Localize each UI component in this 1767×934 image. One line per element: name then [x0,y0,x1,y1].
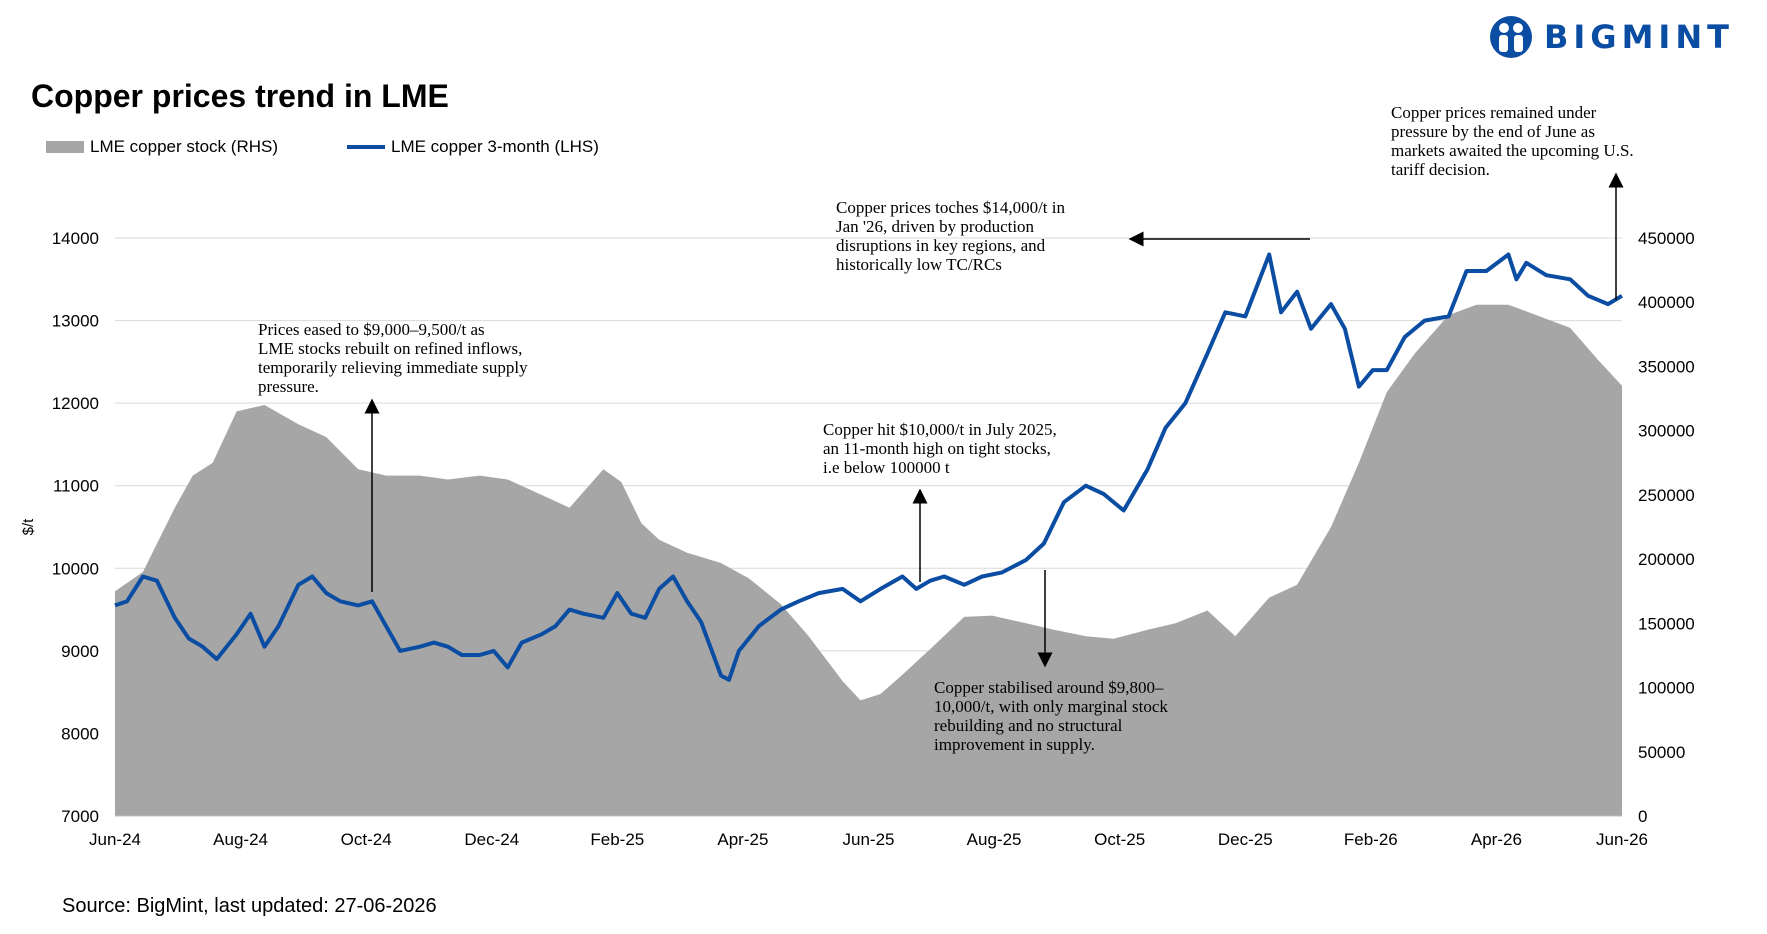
legend-label-price: LME copper 3-month (LHS) [391,137,599,156]
x-tick-label: Dec-25 [1218,830,1273,849]
annotation-july25-high: Copper hit $10,000/t in July 2025, an 11-… [823,420,1057,477]
annotation-eased-prices: Prices eased to $9,000–9,500/t as LME sto… [258,320,528,396]
y-left-tick-label: 9000 [61,642,99,661]
y-right-tick-label: 100000 [1638,679,1695,698]
x-tick-label: Dec-24 [464,830,519,849]
legend-label-stock: LME copper stock (RHS) [90,137,278,156]
x-tick-label: Jun-24 [89,830,141,849]
bigmint-logo-icon [1490,16,1532,58]
y-left-tick-label: 10000 [52,559,99,578]
y-right-tick-label: 350000 [1638,357,1695,376]
x-tick-label: Apr-26 [1471,830,1522,849]
x-tick-label: Oct-24 [341,830,392,849]
y-right-tick-label: 250000 [1638,486,1695,505]
x-tick-label: Apr-25 [717,830,768,849]
annotation-stabilised: Copper stabilised around $9,800– 10,000/t… [934,678,1168,754]
y-left-tick-label: 8000 [61,724,99,743]
y-right-tick-label: 50000 [1638,743,1685,762]
bigmint-logo: BIGMINT [1488,14,1734,60]
x-tick-label: Jun-26 [1596,830,1648,849]
y-left-tick-label: 12000 [52,394,99,413]
x-tick-label: Feb-25 [590,830,644,849]
x-tick-label: Aug-24 [213,830,268,849]
legend-swatch-price [347,145,385,149]
stock-area-series [115,304,1622,816]
source-note: Source: BigMint, last updated: 27-06-202… [62,895,437,917]
y-right-tick-label: 450000 [1638,229,1695,248]
legend-swatch-stock [46,141,84,153]
y-left-tick-label: 14000 [52,229,99,248]
x-tick-label: Oct-25 [1094,830,1145,849]
y-left-tick-label: 13000 [52,312,99,331]
y-right-tick-label: 400000 [1638,293,1695,312]
y-right-tick-label: 150000 [1638,614,1695,633]
price-line-series [114,252,1624,682]
x-tick-label: Feb-26 [1344,830,1398,849]
annotation-jan26-peak: Copper prices toches $14,000/t in Jan '26… [836,198,1065,274]
chart-title: Copper prices trend in LME [31,78,449,114]
bigmint-logo-text: BIGMINT [1544,18,1734,56]
x-tick-label: Aug-25 [967,830,1022,849]
y-right-tick-label: 300000 [1638,422,1695,441]
legend-item-price: LME copper 3-month (LHS) [347,137,599,157]
y-axis-label: $/t [20,518,37,536]
y-left-tick-label: 11000 [53,477,99,496]
y-right-tick-label: 200000 [1638,550,1695,569]
y-right-tick-label: 0 [1638,807,1647,826]
annotation-june: Copper prices remained under pressure by … [1391,103,1634,179]
legend-item-stock: LME copper stock (RHS) [46,137,278,157]
y-left-tick-label: 7000 [61,807,99,826]
x-tick-label: Jun-25 [843,830,895,849]
